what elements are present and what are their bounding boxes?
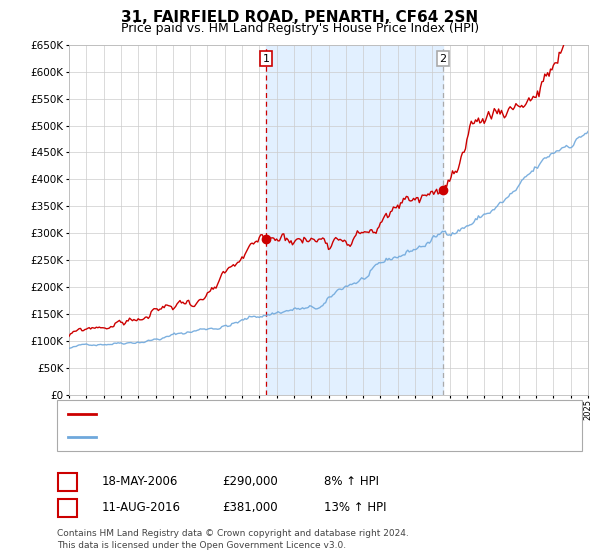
Text: 31, FAIRFIELD ROAD, PENARTH, CF64 2SN: 31, FAIRFIELD ROAD, PENARTH, CF64 2SN <box>121 10 479 25</box>
Text: Price paid vs. HM Land Registry's House Price Index (HPI): Price paid vs. HM Land Registry's House … <box>121 22 479 35</box>
Text: 11-AUG-2016: 11-AUG-2016 <box>102 501 181 515</box>
Text: £381,000: £381,000 <box>222 501 278 515</box>
Text: 31, FAIRFIELD ROAD, PENARTH, CF64 2SN (detached house): 31, FAIRFIELD ROAD, PENARTH, CF64 2SN (d… <box>102 408 455 421</box>
Text: 2: 2 <box>439 54 446 63</box>
Text: 1: 1 <box>64 475 72 488</box>
Text: £290,000: £290,000 <box>222 475 278 488</box>
Text: Contains HM Land Registry data © Crown copyright and database right 2024.: Contains HM Land Registry data © Crown c… <box>57 529 409 538</box>
Bar <box>266 45 443 395</box>
Text: HPI: Average price, detached house, Vale of Glamorgan: HPI: Average price, detached house, Vale… <box>102 431 430 444</box>
Text: 18-MAY-2006: 18-MAY-2006 <box>102 475 178 488</box>
Text: 8% ↑ HPI: 8% ↑ HPI <box>324 475 379 488</box>
Text: 1: 1 <box>262 54 269 63</box>
Text: 2: 2 <box>64 501 72 515</box>
Text: 13% ↑ HPI: 13% ↑ HPI <box>324 501 386 515</box>
Text: This data is licensed under the Open Government Licence v3.0.: This data is licensed under the Open Gov… <box>57 541 346 550</box>
